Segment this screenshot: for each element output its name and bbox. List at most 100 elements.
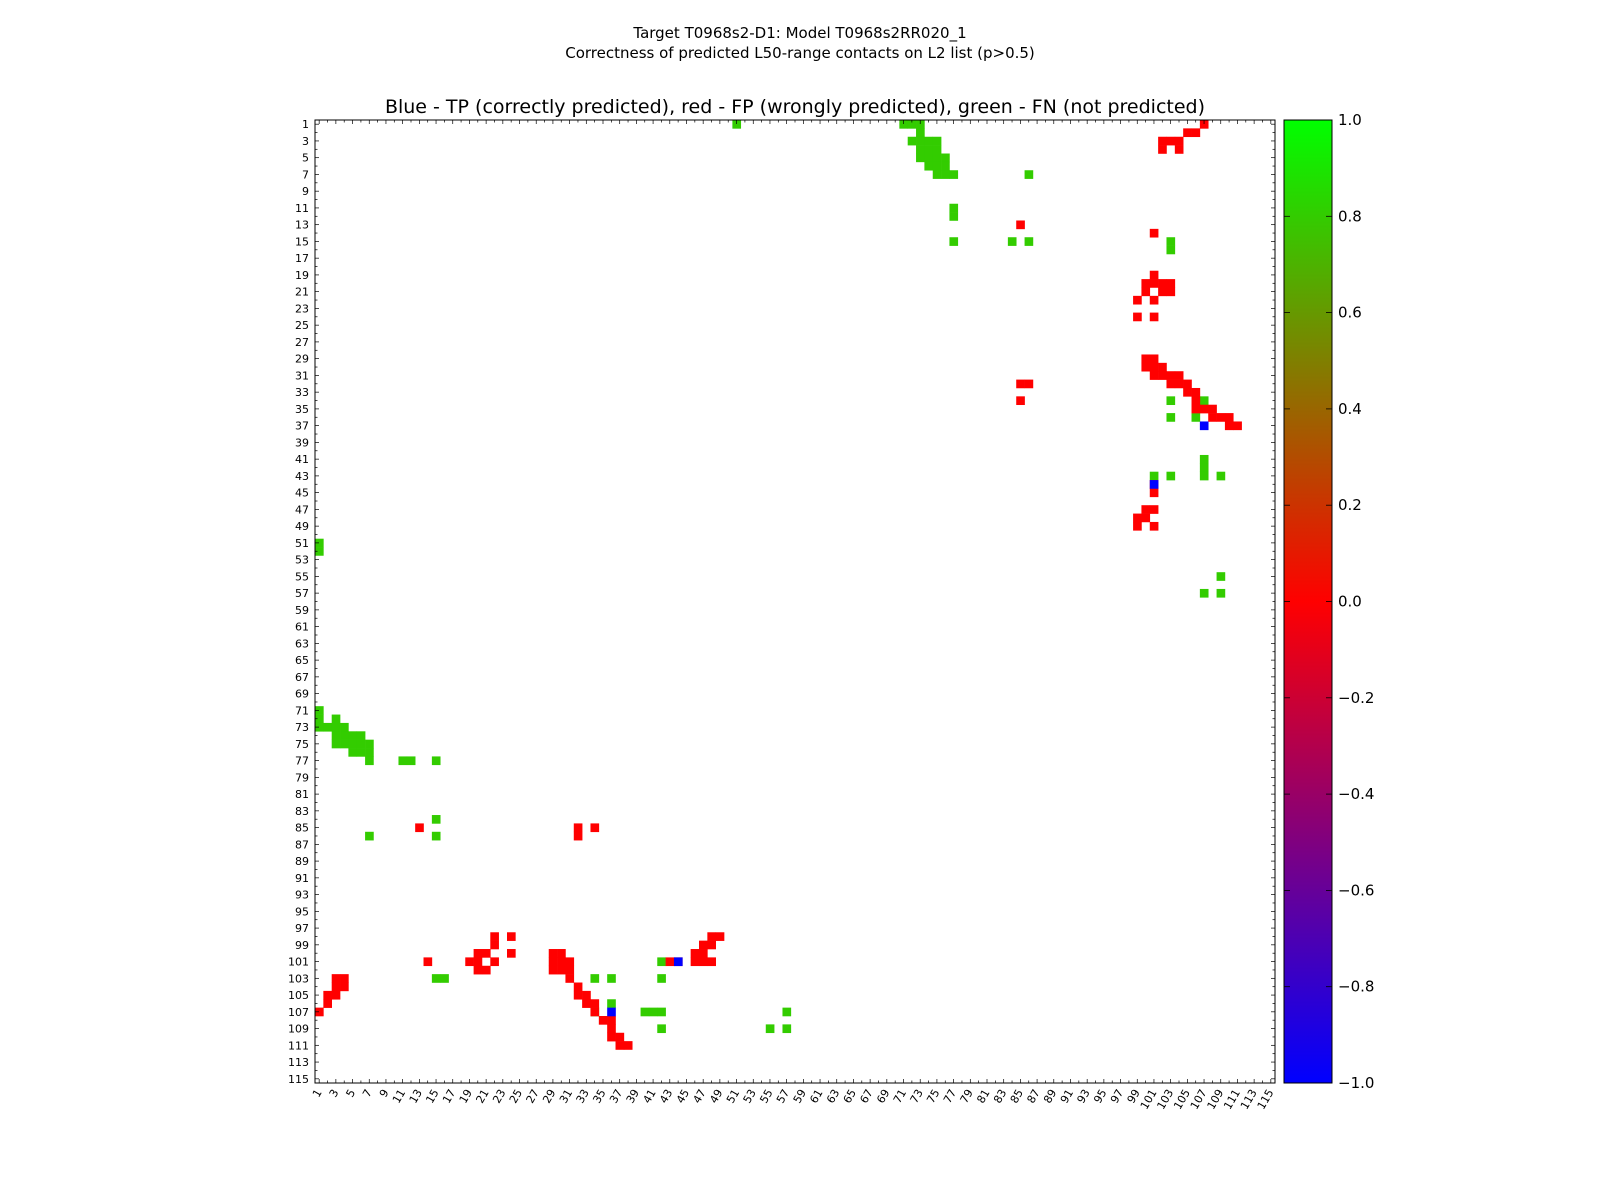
y-tick-label: 95 <box>295 905 309 918</box>
contact-cell-fp <box>490 932 499 941</box>
x-tick-label: 111 <box>1221 1087 1243 1112</box>
contact-cell-fp <box>707 940 716 950</box>
y-tick-label: 27 <box>295 336 309 349</box>
contact-cell-tp <box>673 957 683 967</box>
x-tick-label: 91 <box>1058 1087 1076 1106</box>
contact-cell-fp <box>565 965 575 975</box>
x-tick-label: 99 <box>1125 1087 1143 1106</box>
contact-cell-fp <box>1166 279 1176 288</box>
x-tick-label: 113 <box>1238 1087 1260 1112</box>
x-tick-label: 39 <box>624 1087 642 1106</box>
contact-cell-fn <box>365 739 374 749</box>
contact-cell-fp <box>1133 513 1142 523</box>
contact-cell-fp <box>323 999 332 1008</box>
x-tick-label: 65 <box>841 1087 859 1106</box>
contact-cell-fp <box>1149 270 1159 280</box>
contact-cell-fp <box>582 990 591 1000</box>
contact-cell-fp <box>473 965 483 975</box>
x-tick-label: 31 <box>557 1087 575 1106</box>
contact-cell-fp <box>331 990 341 1000</box>
colorbar-tick-label: −0.6 <box>1338 881 1374 899</box>
contact-cell-fp <box>323 990 332 1000</box>
y-tick-label: 65 <box>295 654 309 667</box>
contact-cell-fp <box>557 965 566 975</box>
contact-cell-fn <box>916 120 925 129</box>
contact-cell-fn <box>907 120 917 129</box>
y-tick-label: 5 <box>302 152 309 165</box>
y-tick-label: 39 <box>295 436 309 449</box>
contact-cell-fn <box>315 547 324 556</box>
contact-cell-fp <box>565 974 575 983</box>
contact-cell-fp <box>1233 421 1242 431</box>
contact-cell-fp <box>1149 279 1159 288</box>
y-tick-label: 9 <box>302 185 309 198</box>
contact-cell-fn <box>932 153 942 163</box>
colorbar-tick-label: 0.6 <box>1338 304 1362 322</box>
contact-cell-fp <box>1133 521 1142 531</box>
contact-cell-fp <box>1208 413 1217 422</box>
contact-cell-fp <box>1149 312 1159 322</box>
contact-cell-fp <box>1158 145 1167 154</box>
contact-cell-fp <box>665 957 675 967</box>
y-tick-label: 43 <box>295 470 309 483</box>
y-tick-label: 35 <box>295 403 309 416</box>
contact-cell-fp <box>1149 488 1159 498</box>
y-tick-label: 105 <box>288 989 309 1002</box>
contact-cell-fp <box>1141 287 1151 297</box>
contact-cell-fn <box>1166 396 1176 406</box>
contact-cell-fp <box>548 965 558 975</box>
contact-cell-fn <box>431 756 441 766</box>
contact-cell-fp <box>1149 354 1159 364</box>
x-tick-label: 69 <box>874 1087 892 1106</box>
contact-cell-fn <box>431 974 441 983</box>
contact-cell-fn <box>932 136 942 146</box>
contact-cell-fn <box>1199 588 1209 598</box>
colorbar-tick-label: −1.0 <box>1338 1074 1374 1092</box>
plot-frame <box>314 119 1276 1084</box>
contact-cell-fn <box>1199 463 1209 472</box>
contact-cell-fp <box>490 940 499 950</box>
y-tick-label: 85 <box>295 822 309 835</box>
x-tick-label: 3 <box>327 1087 342 1100</box>
contact-cell-fn <box>949 203 959 213</box>
contact-cell-fn <box>648 1007 658 1017</box>
colorbar-tick-label: 0.8 <box>1338 207 1362 225</box>
colorbar-tick-label: 0.2 <box>1338 496 1362 514</box>
contact-cell-fp <box>1183 379 1192 389</box>
y-tick-label: 69 <box>295 688 309 701</box>
y-tick-label: 49 <box>295 520 309 533</box>
contact-cell-fp <box>473 949 483 958</box>
contact-cell-fn <box>331 714 341 724</box>
x-tick-label: 71 <box>891 1087 909 1106</box>
contact-cell-fn <box>1166 237 1176 246</box>
contact-cell-fp <box>1158 371 1167 380</box>
contact-cell-fn <box>949 212 959 221</box>
contact-cell-fp <box>1016 379 1025 389</box>
contact-cell-fn <box>949 170 959 179</box>
contact-cell-fn <box>916 128 925 138</box>
contact-cell-fn <box>431 815 441 824</box>
contact-cell-fn <box>315 538 324 548</box>
contact-cell-fn <box>916 153 925 163</box>
contact-cell-fn <box>315 706 324 715</box>
contact-cell-fn <box>406 756 416 766</box>
y-tick-label: 81 <box>295 788 309 801</box>
contact-cell-fp <box>1166 136 1176 146</box>
contact-cell-fp <box>1191 128 1201 138</box>
y-tick-label: 29 <box>295 353 309 366</box>
contact-cell-fn <box>1216 588 1226 598</box>
contact-cell-fp <box>507 932 516 941</box>
contact-cell-fp <box>1133 312 1142 322</box>
x-tick-label: 17 <box>440 1087 458 1106</box>
x-tick-label: 115 <box>1255 1087 1277 1112</box>
y-tick-label: 93 <box>295 889 309 902</box>
x-tick-label: 9 <box>377 1087 392 1100</box>
y-tick-label: 89 <box>295 855 309 868</box>
contact-cell-fp <box>548 957 558 967</box>
y-tick-label: 25 <box>295 319 309 332</box>
contact-cell-fp <box>1149 371 1159 380</box>
contact-cell-fn <box>348 748 358 757</box>
contact-cell-fn <box>916 136 925 146</box>
contact-cell-fp <box>473 957 483 967</box>
contact-cell-fp <box>481 949 491 958</box>
